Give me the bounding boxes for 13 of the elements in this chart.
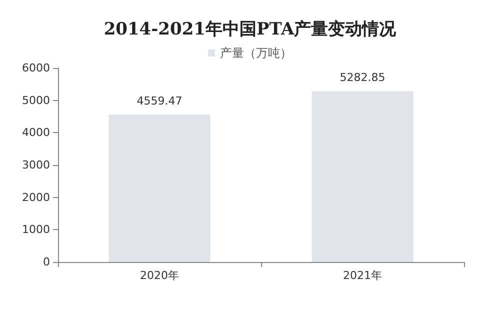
x-tick-label: 2021年 <box>343 269 382 282</box>
y-tick-label: 4000 <box>22 126 50 140</box>
data-label: 4559.47 <box>136 94 182 108</box>
y-tick-label: 1000 <box>22 223 50 236</box>
y-tick-label: 3000 <box>22 158 50 172</box>
x-tick-label: 2020年 <box>140 269 179 282</box>
y-tick-label: 5000 <box>22 94 50 107</box>
legend-label: 产量（万吨） <box>220 46 292 60</box>
data-label: 5282.85 <box>340 71 386 84</box>
y-tick-label: 0 <box>43 256 50 268</box>
y-tick-label: 6000 <box>22 62 50 74</box>
chart-title: 2014-2021年中国PTA产量变动情况 <box>104 20 398 40</box>
y-tick-label: 2000 <box>22 190 50 204</box>
